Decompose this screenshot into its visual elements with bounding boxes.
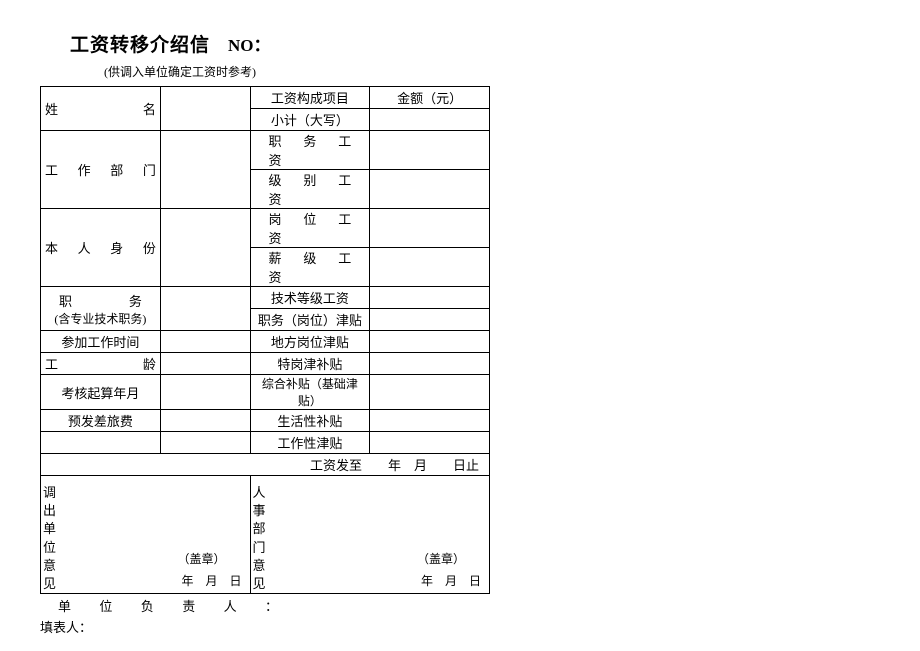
label-comp-allow: 综合补贴（基础津贴）	[250, 375, 370, 410]
no-label: NO：	[228, 31, 271, 56]
label-local-allow: 地方岗位津贴	[250, 331, 370, 353]
label-position-sub: (含专业技术职务)	[45, 310, 156, 327]
salary-transfer-form: 姓 名 工资构成项目 金额（元） 小计（大写） 工 作 部 门 职 务 工 资 …	[40, 86, 490, 594]
value-start-work	[160, 331, 250, 353]
label-subtotal: 小计（大写）	[250, 109, 370, 131]
label-name: 姓 名	[41, 87, 161, 131]
label-blank	[41, 432, 161, 454]
footer-filler: 填表人：	[40, 617, 920, 636]
value-blank	[160, 432, 250, 454]
value-grade-salary	[370, 170, 490, 209]
out-date: 年 月 日	[182, 572, 242, 589]
value-assess-start	[160, 375, 250, 410]
value-subtotal	[370, 109, 490, 131]
subtitle: (供调入单位确定工资时参考)	[104, 63, 920, 80]
label-special-allow: 特岗津补贴	[250, 353, 370, 375]
value-identity	[160, 209, 250, 287]
label-work-allow: 工作性津贴	[250, 432, 370, 454]
label-position-main: 职 务	[45, 291, 156, 310]
label-assess-start: 考核起算年月	[41, 375, 161, 410]
label-grade-salary: 级 别 工 资	[250, 170, 370, 209]
value-tech-salary	[370, 287, 490, 309]
value-seniority	[160, 353, 250, 375]
hr-date: 年 月 日	[421, 572, 481, 589]
label-identity: 本 人 身 份	[41, 209, 161, 287]
value-position	[160, 287, 250, 331]
label-component: 工资构成项目	[250, 87, 370, 109]
label-living-allow: 生活性补贴	[250, 410, 370, 432]
value-rank-salary	[370, 248, 490, 287]
value-living-allow	[370, 410, 490, 432]
label-tech-salary: 技术等级工资	[250, 287, 370, 309]
label-post-allow: 职务（岗位）津贴	[250, 309, 370, 331]
label-start-work: 参加工作时间	[41, 331, 161, 353]
value-post-allow	[370, 309, 490, 331]
page-title: 工资转移介绍信	[70, 30, 210, 57]
label-post-salary: 岗 位 工 资	[250, 209, 370, 248]
label-position: 职 务 (含专业技术职务)	[41, 287, 161, 331]
value-post-salary	[370, 209, 490, 248]
label-rank-salary: 薪 级 工 资	[250, 248, 370, 287]
value-comp-allow	[370, 375, 490, 410]
label-seniority: 工 龄	[41, 353, 161, 375]
value-local-allow	[370, 331, 490, 353]
label-amount: 金额（元）	[370, 87, 490, 109]
value-name	[160, 87, 250, 131]
hr-stamp: （盖章）	[417, 550, 465, 567]
value-duty-salary	[370, 131, 490, 170]
label-prepaid-travel: 预发差旅费	[41, 410, 161, 432]
hr-opinion-label: 人事部门意见	[251, 476, 265, 593]
footer-responsible-row: 单 位 负 责 人 ：	[40, 596, 490, 615]
label-dept: 工 作 部 门	[41, 131, 161, 209]
hr-opinion: 人事部门意见 （盖章） 年 月 日	[250, 476, 489, 594]
out-unit-opinion: 调出单位意见 （盖章） 年 月 日	[41, 476, 251, 594]
out-stamp: （盖章）	[178, 550, 226, 567]
value-work-allow	[370, 432, 490, 454]
value-dept	[160, 131, 250, 209]
pay-until-row: 工资发至 年 月 日止	[41, 454, 490, 476]
footer-responsible: 单 位 负 责 人 ：	[58, 596, 278, 615]
out-opinion-label: 调出单位意见	[41, 476, 55, 593]
value-prepaid-travel	[160, 410, 250, 432]
value-special-allow	[370, 353, 490, 375]
label-duty-salary: 职 务 工 资	[250, 131, 370, 170]
